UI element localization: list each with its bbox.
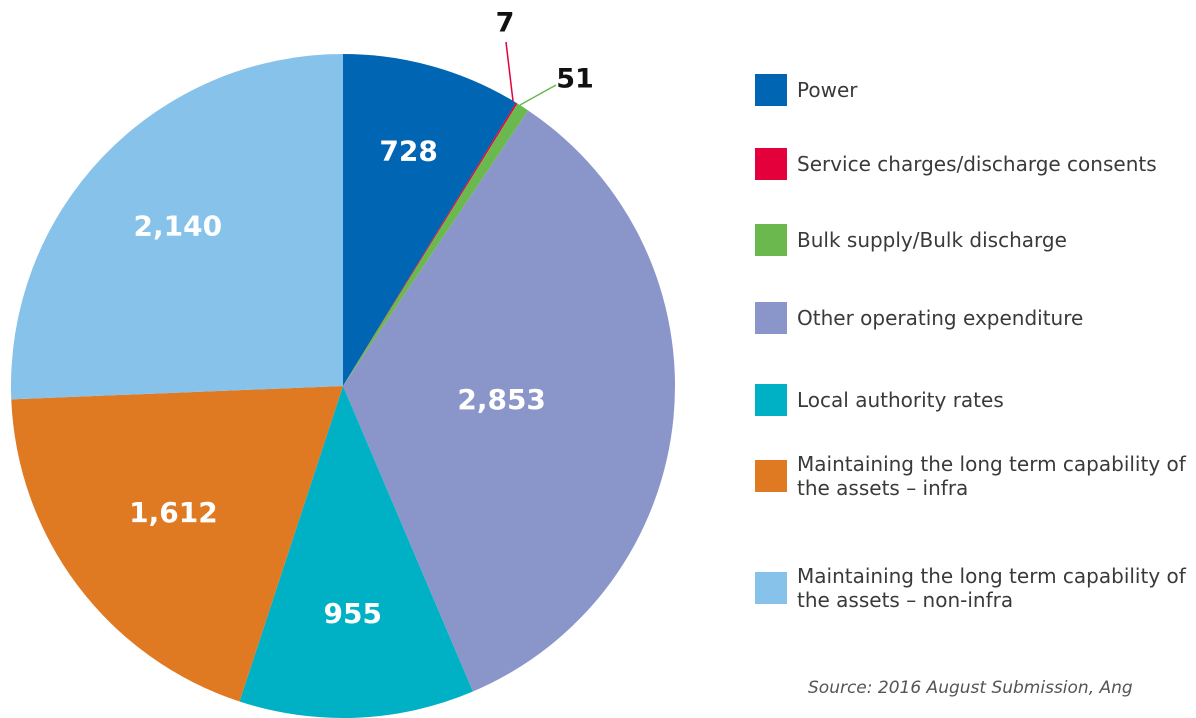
pie-slice	[11, 386, 343, 702]
legend-swatch	[755, 148, 787, 180]
legend-item: Other operating expenditure	[755, 302, 1196, 334]
legend-item: Maintaining the long term capability of …	[755, 452, 1196, 500]
pie-slice	[239, 386, 473, 718]
legend-label: Service charges/discharge consents	[797, 152, 1157, 176]
pie-chart: 728 7 51 2,853 955 1,612 2,140	[10, 8, 675, 718]
legend-label: Power	[797, 78, 858, 102]
leader-line	[519, 84, 557, 106]
legend-swatch	[755, 74, 787, 106]
legend-item: Bulk supply/Bulk discharge	[755, 224, 1196, 256]
data-label: 1,612	[129, 496, 218, 529]
legend-item: Power	[755, 74, 1196, 106]
data-label: 728	[379, 135, 437, 168]
legend-swatch	[755, 572, 787, 604]
legend-label: Other operating expenditure	[797, 306, 1084, 330]
legend-swatch	[755, 384, 787, 416]
pie-slice	[343, 110, 675, 692]
legend-label: Maintaining the long term capability of …	[797, 564, 1186, 612]
legend-swatch	[755, 224, 787, 256]
legend-label: Local authority rates	[797, 388, 1004, 412]
legend-item: Maintaining the long term capability of …	[755, 564, 1196, 612]
legend-label: Bulk supply/Bulk discharge	[797, 228, 1067, 252]
legend-swatch	[755, 302, 787, 334]
leader-line	[505, 41, 514, 102]
legend-item: Local authority rates	[755, 384, 1196, 416]
data-label: 7	[496, 8, 515, 39]
legend-label: Maintaining the long term capability of …	[797, 452, 1186, 500]
data-label: 2,140	[133, 209, 222, 242]
pie-slice	[343, 54, 516, 386]
legend-swatch	[755, 460, 787, 492]
pie-slice	[343, 103, 529, 387]
pie-slice	[10, 54, 343, 400]
legend-item: Service charges/discharge consents	[755, 148, 1196, 180]
pie-slice	[343, 102, 518, 387]
data-label: 955	[324, 597, 382, 630]
data-label: 51	[556, 64, 594, 95]
source-note: Source: 2016 August Submission, Ang	[808, 678, 1133, 698]
data-label: 2,853	[457, 383, 546, 416]
